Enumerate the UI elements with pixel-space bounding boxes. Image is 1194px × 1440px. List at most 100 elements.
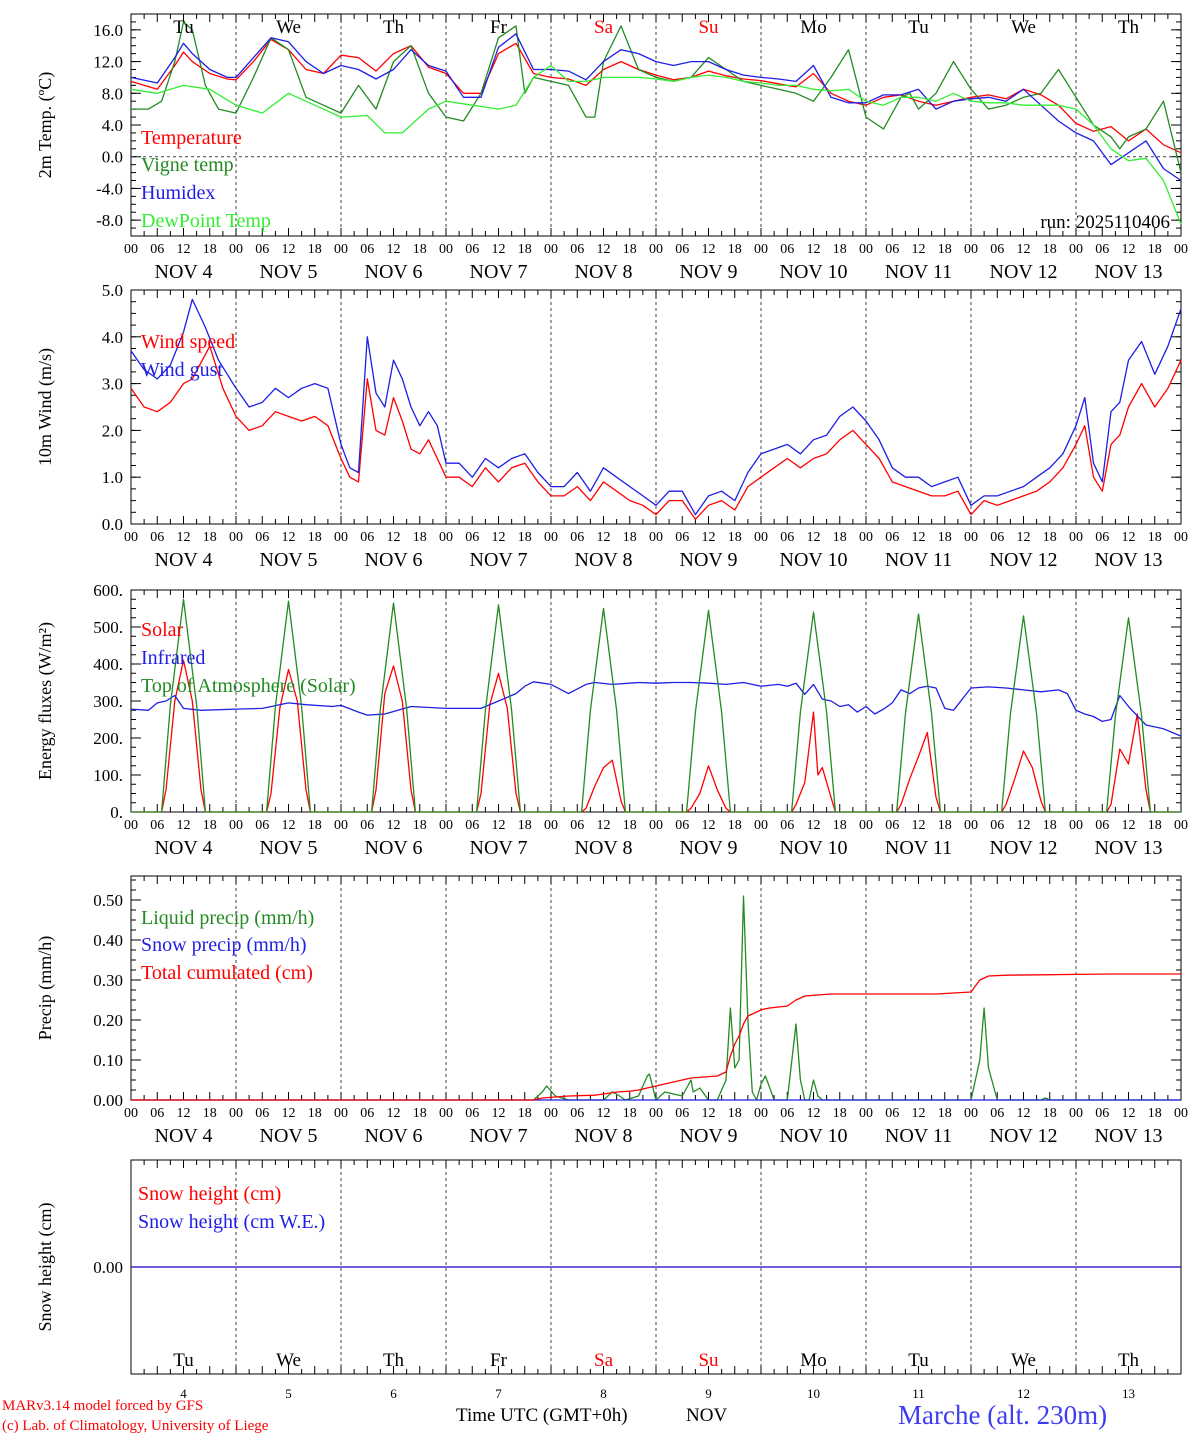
date-label: NOV 5 — [260, 261, 318, 283]
date-label: NOV 4 — [155, 261, 213, 283]
hour-label: 00 — [649, 242, 663, 257]
hour-label: 06 — [570, 1106, 584, 1121]
hour-label: 06 — [885, 242, 899, 257]
hour-label: 06 — [255, 818, 269, 833]
hour-label: 18 — [623, 242, 637, 257]
weekday-label: We — [1011, 17, 1036, 38]
weekday-label: Th — [383, 17, 405, 38]
hour-label: 00 — [964, 818, 978, 833]
date-label: NOV 7 — [470, 1125, 528, 1147]
hour-label: 18 — [203, 530, 217, 545]
hour-label: 06 — [990, 530, 1004, 545]
hour-label: 12 — [282, 1106, 296, 1121]
hour-label: 06 — [570, 818, 584, 833]
hour-label: 12 — [597, 530, 611, 545]
hour-label: 18 — [1148, 1106, 1162, 1121]
hour-label: 12 — [1017, 530, 1031, 545]
series-line-humidex — [130, 33, 1182, 182]
hour-label: 18 — [413, 1106, 427, 1121]
y-tick-label: 0.40 — [93, 931, 123, 950]
month-label: NOV — [686, 1405, 728, 1426]
weekday-label: Mo — [800, 1350, 826, 1371]
day-number-label: 8 — [600, 1386, 607, 1401]
hour-label: 00 — [544, 530, 558, 545]
hour-label: 06 — [570, 530, 584, 545]
y-tick-label: 200. — [93, 729, 123, 748]
date-label: NOV 6 — [365, 549, 423, 571]
day-number-label: 9 — [705, 1386, 712, 1401]
hour-label: 00 — [859, 1106, 873, 1121]
y-tick-label: 4.0 — [102, 328, 123, 347]
date-label: NOV 11 — [885, 837, 952, 859]
hour-label: 00 — [544, 1106, 558, 1121]
hour-label: 06 — [780, 818, 794, 833]
date-label: NOV 13 — [1095, 1125, 1163, 1147]
y-tick-label: 0.20 — [93, 1011, 123, 1030]
hour-label: 12 — [177, 242, 191, 257]
date-label: NOV 7 — [470, 837, 528, 859]
hour-label: 18 — [1148, 530, 1162, 545]
date-label: NOV 7 — [470, 261, 528, 283]
date-label: NOV 9 — [680, 1125, 738, 1147]
hour-label: 00 — [439, 530, 453, 545]
date-label: NOV 10 — [780, 1125, 848, 1147]
y-tick-label: 300. — [93, 692, 123, 711]
date-label: NOV 10 — [780, 549, 848, 571]
hour-label: 12 — [1017, 1106, 1031, 1121]
hour-label: 00 — [859, 818, 873, 833]
y-tick-label: 0.0 — [102, 515, 123, 534]
hour-label: 12 — [387, 242, 401, 257]
hour-label: 18 — [308, 1106, 322, 1121]
weekday-label: Th — [383, 1350, 405, 1371]
series-line-temperature — [130, 38, 1182, 154]
hour-label: 00 — [754, 818, 768, 833]
hour-label: 06 — [990, 242, 1004, 257]
hour-label: 00 — [859, 242, 873, 257]
hour-label: 00 — [334, 1106, 348, 1121]
hour-label: 12 — [597, 242, 611, 257]
legend-entry: DewPoint Temp — [141, 210, 271, 232]
hour-label: 12 — [702, 818, 716, 833]
hour-label: 06 — [465, 1106, 479, 1121]
date-label: NOV 12 — [990, 1125, 1058, 1147]
date-label: NOV 10 — [780, 837, 848, 859]
hour-label: 06 — [360, 530, 374, 545]
run-annotation: run: 2025110406 — [1040, 212, 1170, 233]
y-tick-label: 1.0 — [102, 468, 123, 487]
y-tick-label: 500. — [93, 618, 123, 637]
legend-entry: Snow height (cm W.E.) — [138, 1211, 325, 1233]
day-number-label: 12 — [1017, 1386, 1030, 1401]
hour-label: 06 — [150, 530, 164, 545]
date-label: NOV 9 — [680, 261, 738, 283]
legend-entry: Snow height (cm) — [138, 1183, 281, 1205]
time-axis-title: Time UTC (GMT+0h) — [456, 1405, 628, 1426]
y-axis-label: 10m Wind (m/s) — [35, 348, 56, 466]
y-tick-label: 8.0 — [102, 84, 123, 103]
hour-label: 12 — [912, 530, 926, 545]
weekday-label: Tu — [173, 17, 194, 38]
hour-label: 00 — [124, 818, 138, 833]
y-axis-label: Snow height (cm) — [35, 1203, 56, 1332]
series-line-wind-gust — [130, 298, 1182, 516]
date-label: NOV 11 — [885, 549, 952, 571]
series-line-dewpoint-temp — [130, 64, 1182, 225]
hour-label: 00 — [439, 242, 453, 257]
y-tick-label: 3.0 — [102, 375, 123, 394]
hour-label: 18 — [308, 242, 322, 257]
hour-label: 06 — [150, 242, 164, 257]
date-label: NOV 10 — [780, 261, 848, 283]
hour-label: 18 — [938, 1106, 952, 1121]
hour-label: 18 — [1043, 818, 1057, 833]
hour-label: 06 — [885, 818, 899, 833]
hour-label: 06 — [675, 530, 689, 545]
date-label: NOV 6 — [365, 1125, 423, 1147]
date-label: NOV 5 — [260, 1125, 318, 1147]
date-label: NOV 12 — [990, 837, 1058, 859]
hour-label: 12 — [1017, 818, 1031, 833]
hour-label: 18 — [623, 818, 637, 833]
legend-entry: Humidex — [141, 182, 215, 204]
weekday-label: We — [276, 1350, 301, 1371]
y-tick-label: -4.0 — [96, 179, 123, 198]
hour-label: 00 — [334, 818, 348, 833]
y-tick-label: 0. — [110, 803, 123, 822]
